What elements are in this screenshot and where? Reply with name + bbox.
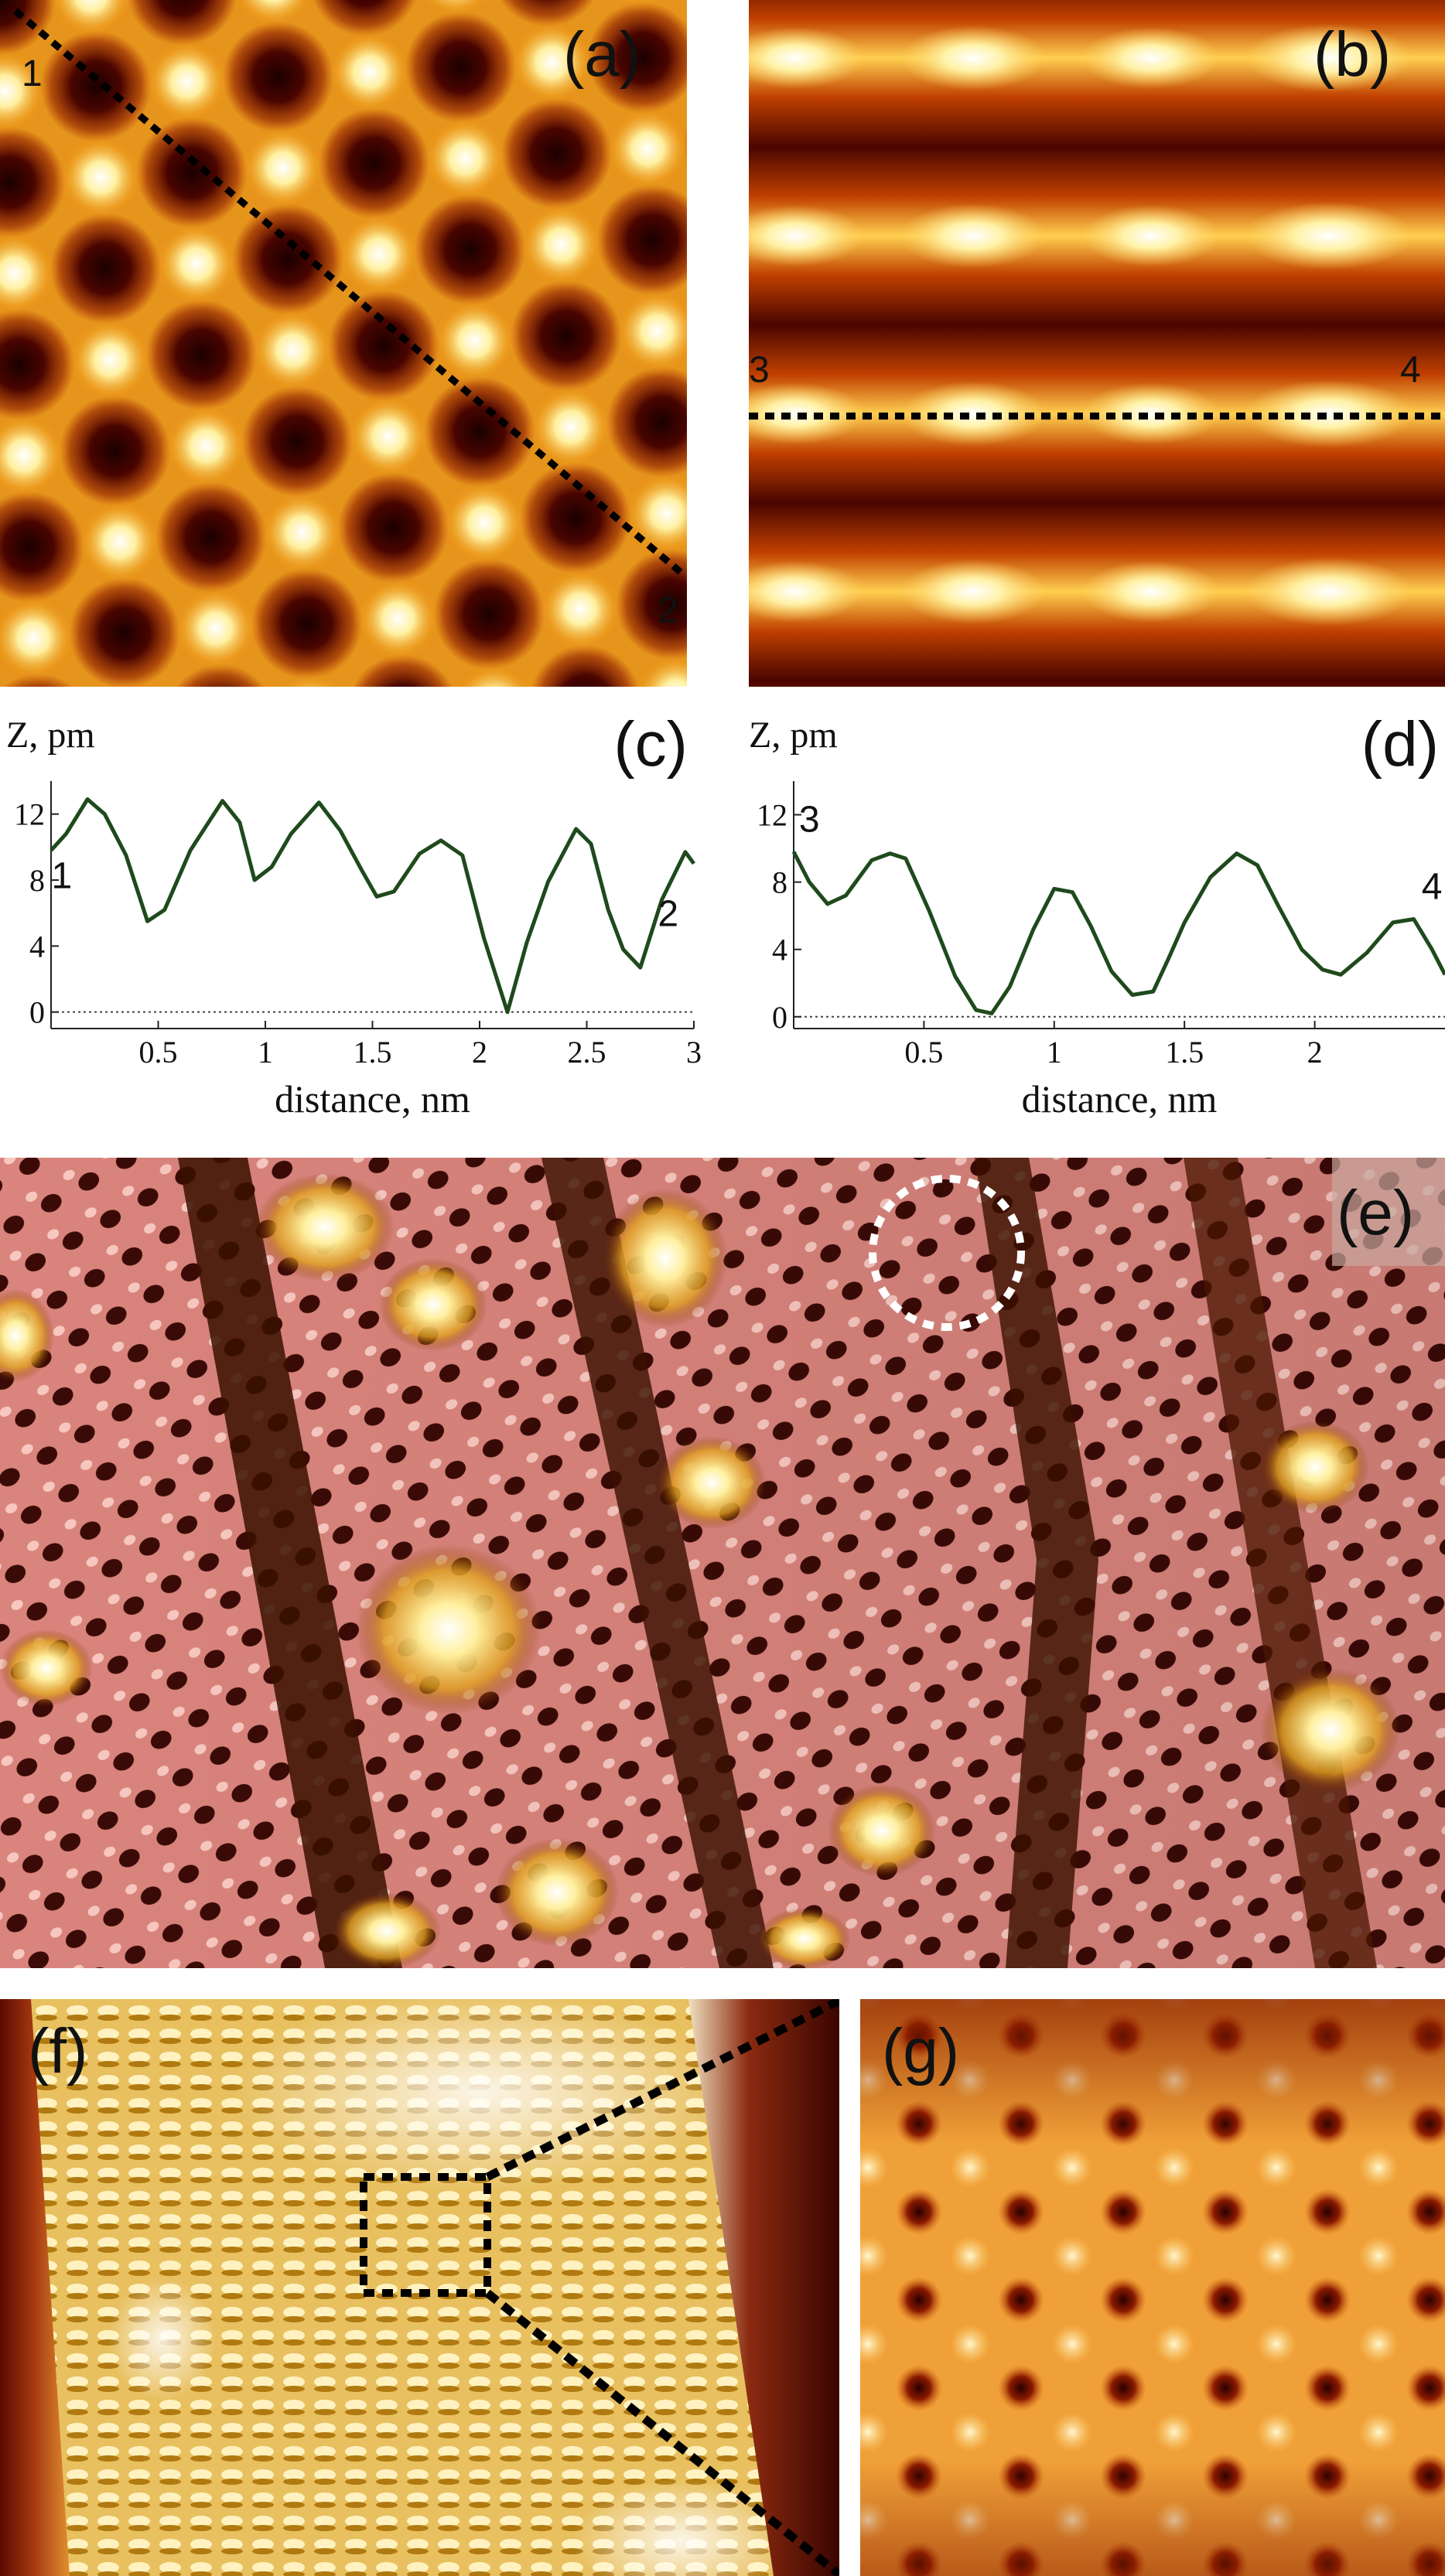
x-axis-label: distance, nm xyxy=(1022,1077,1218,1121)
panel-e-label: (e) xyxy=(1337,1178,1415,1248)
panel-label: (d) xyxy=(1361,709,1439,780)
marker-3: 3 xyxy=(749,350,770,391)
series-line xyxy=(50,797,696,1015)
y-axis-label: Z, pm xyxy=(6,715,95,756)
x-tick-label: 2.5 xyxy=(568,1035,606,1070)
y-tick-label: 4 xyxy=(29,929,45,964)
y-tick-label: 0 xyxy=(29,995,45,1030)
panel-f-image xyxy=(0,1999,839,2576)
x-tick-label: 2 xyxy=(472,1035,487,1070)
x-tick-label: 1.5 xyxy=(1165,1035,1204,1070)
y-axis-label: Z, pm xyxy=(749,715,838,756)
panel-b-image xyxy=(749,0,1445,687)
panel-f-label: (f) xyxy=(28,2016,88,2086)
y-tick-label: 12 xyxy=(14,797,45,832)
panel-label: (c) xyxy=(613,709,688,780)
marker-annotation: 3 xyxy=(799,799,820,840)
panel-a-image xyxy=(0,0,687,687)
y-tick-label: 8 xyxy=(772,865,787,900)
x-tick-label: 1.5 xyxy=(354,1035,392,1070)
marker-2: 2 xyxy=(658,590,678,631)
x-tick-label: 3 xyxy=(686,1035,702,1070)
y-tick-label: 12 xyxy=(757,798,787,833)
marker-1: 1 xyxy=(22,53,43,94)
chart-c: 0 4 8 12 0.5 1 1.5 2 2.5 3 Z, pm distance, nm (c) 1 2 xyxy=(0,700,712,1133)
zoom-region-box xyxy=(360,2173,491,2297)
x-tick-label: 0.5 xyxy=(904,1035,943,1070)
x-tick-label: 2 xyxy=(1307,1035,1323,1070)
x-tick-label: 1 xyxy=(258,1035,273,1070)
series-line xyxy=(791,851,1445,1015)
y-tick-label: 8 xyxy=(29,863,45,898)
panel-b-label: (b) xyxy=(1313,19,1392,90)
marker-annotation: 2 xyxy=(658,894,678,935)
panel-a-label: (a) xyxy=(563,19,641,90)
panel-e-image xyxy=(0,1158,1445,1968)
panel-g-image xyxy=(860,1999,1445,2576)
panel-g-label: (g) xyxy=(882,2016,960,2086)
defect-marker-circle xyxy=(869,1175,1025,1331)
chart-d: 0 4 8 12 0.5 1 1.5 2 Z, pm distance, nm (d) 3 4 xyxy=(743,700,1445,1133)
marker-annotation: 4 xyxy=(1422,866,1443,907)
marker-annotation: 1 xyxy=(51,856,72,897)
y-tick-label: 0 xyxy=(772,1000,787,1035)
x-tick-label: 0.5 xyxy=(139,1035,178,1070)
y-tick-label: 4 xyxy=(772,933,787,967)
marker-4: 4 xyxy=(1400,350,1421,391)
x-tick-label: 1 xyxy=(1047,1035,1062,1070)
x-axis-label: distance, nm xyxy=(275,1077,470,1121)
